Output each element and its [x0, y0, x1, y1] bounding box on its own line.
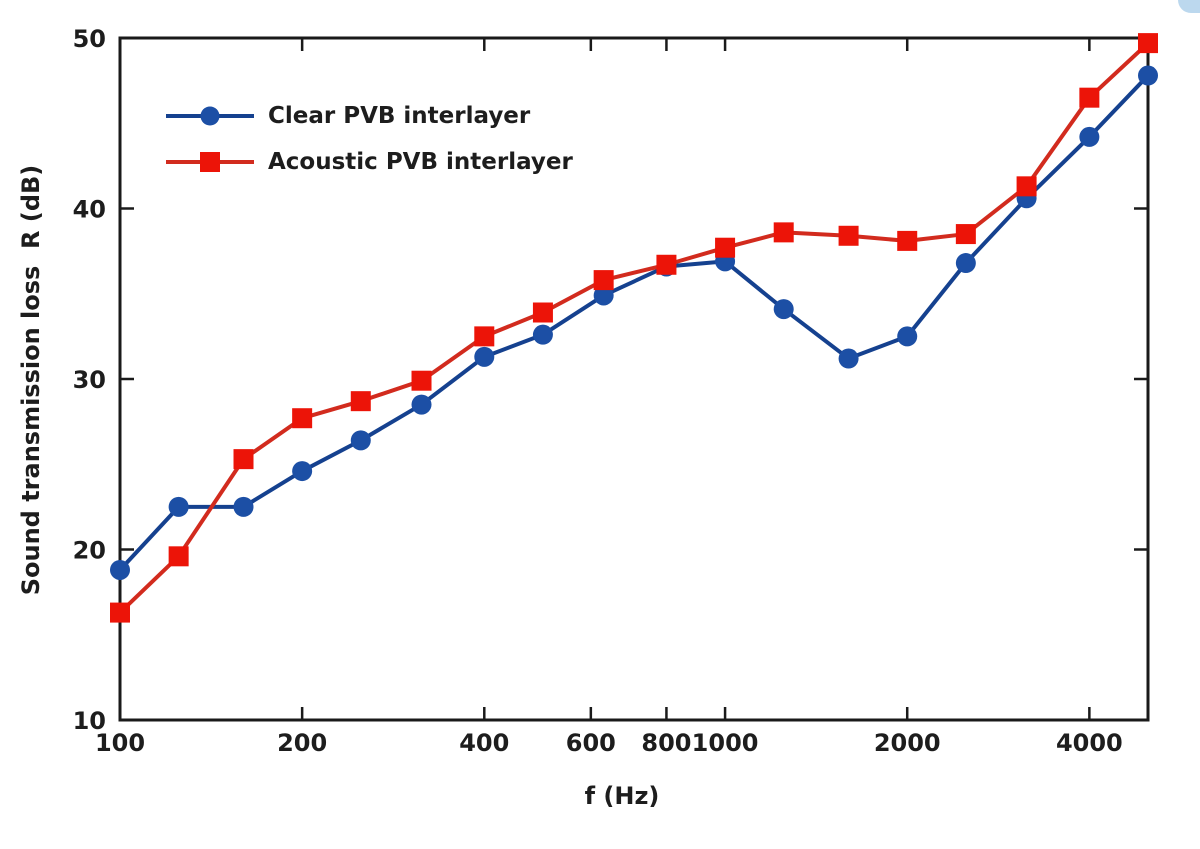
y-tick-label: 40: [73, 196, 106, 224]
circle-marker-icon: [200, 106, 220, 126]
data-point-marker: [168, 496, 189, 517]
x-tick-label: 200: [277, 729, 327, 757]
series-line-0: [118, 73, 1150, 572]
x-tick-label: 1000: [692, 729, 759, 757]
data-point-marker: [773, 299, 794, 320]
x-tick-label: 100: [95, 729, 145, 757]
data-point-marker: [838, 348, 859, 369]
data-point-marker: [474, 326, 495, 347]
data-point-marker: [1138, 65, 1158, 86]
y-tick-label: 20: [73, 537, 106, 565]
data-point-marker: [656, 254, 677, 275]
x-tick-label: 4000: [1056, 729, 1123, 757]
y-tick-label: 30: [73, 366, 106, 394]
data-point-marker: [715, 237, 736, 258]
data-point-marker: [838, 225, 859, 246]
x-tick-label: 800: [641, 729, 691, 757]
x-tick-label: 600: [566, 729, 616, 757]
x-tick-label: 2000: [874, 729, 941, 757]
data-point-marker: [1016, 176, 1037, 197]
y-tick-label: 10: [73, 707, 106, 735]
legend-item-acoustic-pvb: Acoustic PVB interlayer: [166, 140, 573, 184]
data-point-marker: [350, 391, 371, 412]
data-point-marker: [233, 496, 254, 517]
data-point-marker: [593, 285, 614, 306]
legend-label-clear-pvb: Clear PVB interlayer: [268, 103, 531, 129]
data-point-marker: [773, 222, 794, 243]
data-point-marker: [532, 302, 553, 323]
screenshot-corner-artifact: [1178, 0, 1200, 13]
legend-label-acoustic-pvb: Acoustic PVB interlayer: [268, 149, 573, 175]
data-point-marker: [1079, 126, 1100, 147]
data-point-marker: [292, 408, 313, 429]
x-axis-label: f (Hz): [584, 782, 660, 810]
legend-circle-marker-icon: [166, 104, 254, 128]
data-point-marker: [593, 270, 614, 291]
data-point-marker: [897, 230, 918, 251]
square-marker-icon: [200, 152, 220, 172]
data-point-marker: [411, 394, 432, 415]
x-tick-label: 400: [459, 729, 509, 757]
data-point-marker: [1138, 33, 1158, 54]
data-point-marker: [897, 326, 918, 347]
data-point-marker: [350, 430, 371, 451]
y-axis-label: Sound transmission loss R (dB): [17, 164, 45, 596]
legend: Clear PVB interlayer Acoustic PVB interl…: [166, 94, 573, 184]
data-point-marker: [411, 370, 432, 391]
data-point-marker: [474, 346, 495, 367]
y-tick-label: 50: [73, 25, 106, 53]
data-point-marker: [292, 461, 313, 482]
data-point-marker: [110, 559, 130, 580]
data-point-marker: [168, 546, 189, 567]
data-point-marker: [955, 224, 976, 245]
data-point-marker: [110, 602, 130, 623]
data-point-marker: [1079, 87, 1100, 108]
data-point-marker: [955, 253, 976, 274]
legend-square-marker-icon: [166, 150, 254, 174]
data-point-marker: [233, 449, 254, 470]
legend-item-clear-pvb: Clear PVB interlayer: [166, 94, 573, 138]
data-point-marker: [532, 324, 553, 345]
